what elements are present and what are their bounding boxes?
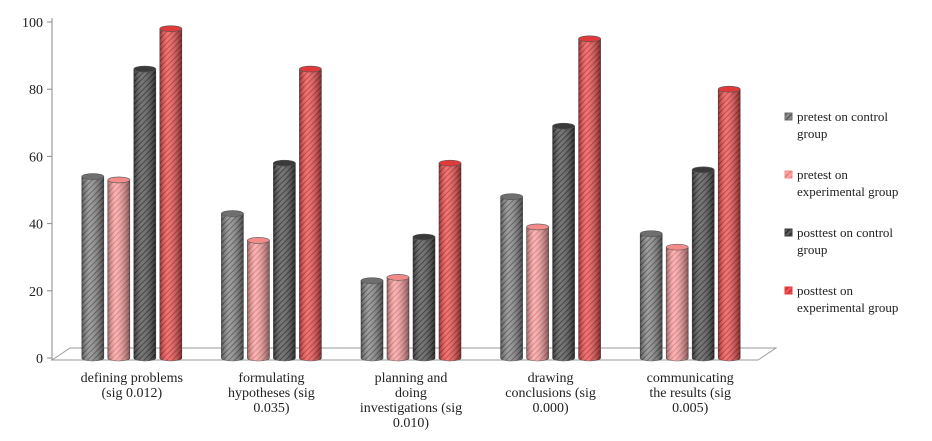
- bar: [500, 193, 523, 362]
- y-tick-label: 100: [22, 16, 43, 31]
- bar: [412, 233, 436, 362]
- bar: [386, 274, 410, 362]
- bar: [107, 176, 131, 362]
- y-tick-label: 80: [29, 83, 43, 98]
- x-axis: defining problems (sig 0.012) formulating h…: [81, 371, 734, 431]
- y-tick-label: 40: [29, 218, 43, 233]
- x-tick-label: formulating hypotheses (sig 0.035): [228, 371, 315, 416]
- bar: [299, 65, 322, 362]
- bar: [526, 223, 549, 362]
- legend-swatch: [784, 286, 793, 295]
- bar: [221, 210, 244, 362]
- legend-swatch: [784, 170, 793, 179]
- bar: [438, 159, 462, 362]
- y-tick-label: 0: [36, 352, 43, 367]
- x-tick-label: planning and doing investigations (sig 0.01…: [360, 371, 462, 431]
- legend-label: posttest on experimental group: [797, 283, 898, 315]
- legend: pretest on control group pretest on experim…: [784, 109, 898, 315]
- bar: [665, 243, 689, 362]
- bar: [133, 65, 157, 362]
- y-tick-label: 60: [29, 150, 43, 165]
- legend-label: posttest on control group: [797, 225, 893, 257]
- bar: [691, 166, 715, 362]
- bar: [578, 35, 601, 362]
- bar: [717, 85, 741, 362]
- bar: [81, 173, 105, 362]
- bar: [552, 122, 575, 362]
- x-tick-label: defining problems (sig 0.012): [81, 371, 183, 401]
- y-axis: 0 20 40 60 80 100: [22, 16, 53, 367]
- bar: [360, 277, 384, 362]
- legend-swatch: [784, 112, 793, 121]
- legend-swatch: [784, 228, 793, 237]
- bar: [639, 230, 663, 362]
- bar: [159, 25, 183, 362]
- bar: [247, 237, 270, 362]
- legend-label: pretest on experimental group: [797, 167, 898, 199]
- x-tick-label: communicating the results (sig 0.005): [647, 371, 734, 416]
- x-tick-label: drawing conclusions (sig 0.000): [505, 371, 596, 416]
- legend-label: pretest on control group: [797, 109, 888, 141]
- y-tick-label: 20: [29, 285, 43, 300]
- bars: [81, 25, 741, 362]
- bar: [273, 159, 296, 362]
